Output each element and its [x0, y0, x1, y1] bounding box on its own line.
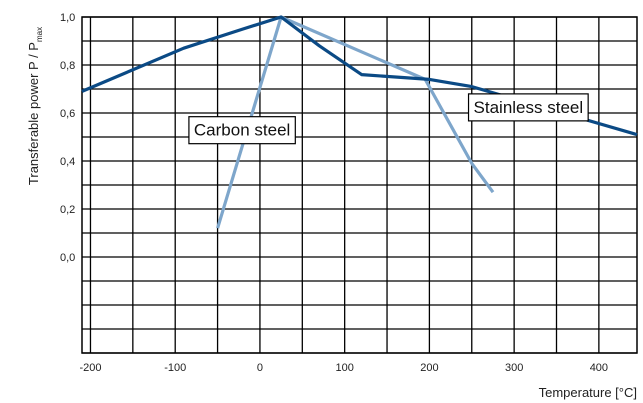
annotation-box [188, 116, 296, 145]
y-tick-label: 0,8 [60, 60, 75, 72]
annotation-carbon-steel: Carbon steel [188, 116, 296, 145]
y-axis-title-main: Transferable power P / P [26, 42, 41, 185]
series-layer [81, 15, 638, 229]
annotation-stainless-steel: Stainless steel [467, 93, 589, 122]
annotation-label: Carbon steel [194, 121, 290, 140]
plot-frame [81, 16, 638, 354]
y-tick-label: 0,2 [60, 204, 75, 216]
y-tick-label: 0,6 [60, 108, 75, 120]
annotation-label: Stainless steel [474, 98, 584, 117]
x-tick-label: 100 [335, 362, 353, 374]
x-axis-title: Temperature [°C] [539, 385, 637, 400]
series-line-stainless-steel [81, 15, 638, 137]
y-tick-label: 0,0 [60, 252, 75, 264]
x-tick-label: 400 [590, 362, 608, 374]
annotations: Carbon steel Stainless steel [188, 93, 589, 145]
x-tick-label: 0 [257, 362, 263, 374]
y-axis-title-subscript: max [35, 27, 44, 42]
annotation-box [467, 93, 589, 122]
grid [81, 16, 638, 354]
x-tick-labels: -200 -100 0 100 200 300 400 [79, 362, 608, 374]
y-tick-labels: 0,0 0,2 0,4 0,6 0,8 1,0 [60, 12, 75, 264]
x-tick-label: -200 [79, 362, 101, 374]
y-tick-label: 1,0 [60, 12, 75, 24]
y-tick-label: 0,4 [60, 156, 75, 168]
x-tick-label: -100 [164, 362, 186, 374]
y-axis-title: Transferable power P / Pmax [26, 27, 44, 185]
x-tick-label: 300 [505, 362, 523, 374]
x-tick-label: 200 [420, 362, 438, 374]
